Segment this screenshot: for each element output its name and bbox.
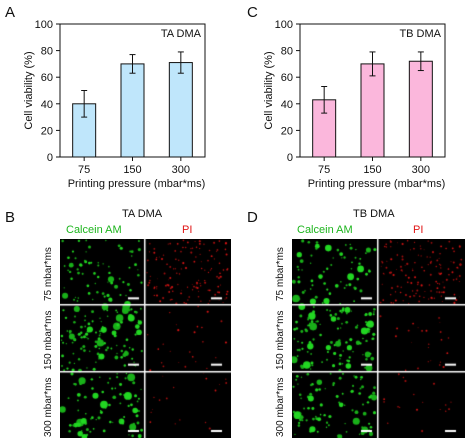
chart-c-bar [408, 60, 433, 158]
panel-b-row-label-300: 300 mbar*ms [43, 377, 54, 437]
panel-b-image-grid [60, 239, 231, 438]
chart-a-ylabel: Cell viability (%) [23, 51, 35, 129]
chart-a-xtick-label: 75 [78, 164, 90, 176]
panel-label-a: A [5, 4, 16, 21]
panel-b-micrographs [60, 239, 231, 438]
panel-label-c: C [247, 4, 258, 21]
chart-a-ytick-label: 60 [41, 72, 53, 84]
chart-c-xtick-label: 300 [412, 164, 430, 176]
chart-a-xtick-label: 150 [123, 164, 141, 176]
chart-a-ytick-label: 100 [35, 19, 53, 31]
panel-b-title: TA DMA [122, 208, 163, 220]
chart-a: 0 20 40 60 80 100 75 150 300 TA DMA Printing press… [23, 19, 206, 190]
panel-d-title: TB DMA [353, 208, 395, 220]
chart-a-bar [168, 62, 193, 158]
chart-a-ytick-label: 40 [41, 99, 53, 111]
chart-c-ytick-label: 80 [281, 46, 293, 58]
panel-d-micrographs [292, 239, 465, 438]
panel-b-pi-header: PI [182, 224, 193, 236]
panel-d-row-label-150: 150 mbar*ms [275, 310, 286, 370]
chart-c-bar [360, 63, 385, 158]
panel-label-b: B [5, 209, 16, 226]
chart-a-xlabel: Printing pressure (mbar*ms) [68, 178, 206, 190]
chart-c-xtick-label: 150 [363, 164, 381, 176]
chart-c: 0 20 40 60 80 100 75 150 300 TB DMA Printing press… [263, 19, 446, 190]
panel-b-row-label-75: 75 mbar*ms [43, 247, 54, 301]
chart-c-ytick-label: 40 [281, 99, 293, 111]
chart-c-xtick-label: 75 [318, 164, 330, 176]
panel-d-row-label-75: 75 mbar*ms [275, 247, 286, 301]
chart-c-ytick-label: 0 [287, 152, 293, 164]
chart-a-ytick-label: 20 [41, 125, 53, 137]
panel-d-row-label-300: 300 mbar*ms [275, 377, 286, 437]
chart-c-xlabel: Printing pressure (mbar*ms) [308, 178, 446, 190]
panel-d-calcein-header: Calcein AM [297, 224, 353, 236]
chart-a-bar [120, 63, 145, 158]
chart-a-ytick-label: 0 [47, 152, 53, 164]
panel-b-row-label-150: 150 mbar*ms [43, 310, 54, 370]
chart-a-title: TA DMA [161, 28, 202, 40]
chart-c-ytick-label: 100 [275, 19, 293, 31]
panel-label-d: D [247, 209, 258, 226]
panel-b-calcein-header: Calcein AM [66, 224, 122, 236]
chart-c-ytick-label: 20 [281, 125, 293, 137]
chart-a-ytick-label: 80 [41, 46, 53, 58]
chart-c-title: TB DMA [399, 28, 441, 40]
chart-c-ylabel: Cell viability (%) [263, 51, 275, 129]
panel-d-pi-header: PI [413, 224, 424, 236]
chart-c-ytick-label: 60 [281, 72, 293, 84]
chart-a-xtick-label: 300 [172, 164, 190, 176]
panel-d-image-grid [292, 239, 465, 438]
